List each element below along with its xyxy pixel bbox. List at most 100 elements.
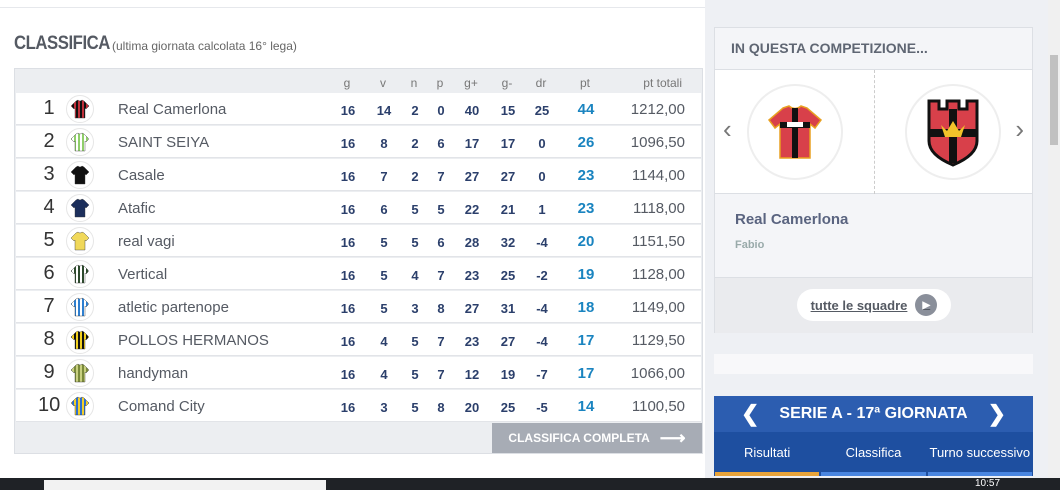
stat-gf: 17	[464, 136, 480, 151]
stat-n: 2	[411, 169, 419, 184]
team-name[interactable]: Vertical	[118, 266, 168, 283]
stat-dr: 25	[534, 103, 550, 118]
stat-p: 7	[437, 367, 445, 382]
rank: 1	[43, 97, 55, 119]
stat-p: 8	[437, 400, 445, 415]
stat-n: 3	[411, 301, 419, 316]
next-matchday-button[interactable]: ❯	[987, 401, 1007, 426]
rank: 4	[43, 196, 55, 218]
team-name[interactable]: POLLOS HERMANOS	[118, 332, 269, 349]
team-owner: Fabio	[735, 239, 765, 251]
stat-gs: 25	[500, 268, 516, 283]
jersey-icon	[66, 128, 94, 156]
stat-p: 5	[437, 202, 445, 217]
prev-matchday-button[interactable]: ❮	[740, 401, 760, 426]
column-header: v	[380, 76, 386, 90]
carousel-next-button[interactable]: ›	[1015, 114, 1024, 144]
table-row[interactable]: 1 Real Camerlona 16 14 2 0 40 15 25 44 1212,00	[16, 93, 701, 125]
stat-pt: 18	[577, 299, 595, 316]
stat-v: 5	[380, 235, 388, 250]
stat-n: 4	[411, 268, 419, 283]
stat-v: 7	[380, 169, 388, 184]
stat-pt: 23	[577, 167, 595, 184]
stat-v: 5	[380, 301, 388, 316]
stat-pt: 20	[577, 233, 595, 250]
tab-turno-successivo[interactable]: Turno successivo	[927, 432, 1032, 476]
arrow-right-icon: ⟶	[659, 427, 686, 448]
team-name[interactable]: SAINT SEIYA	[118, 134, 210, 151]
table-row[interactable]: 5 real vagi 16 5 5 6 28 32 -4 20 1151,50	[16, 225, 701, 257]
stat-g: 16	[340, 169, 356, 184]
main-content: CLASSIFICA (ultima giornata calcolata 16…	[0, 0, 705, 478]
stat-g: 16	[340, 235, 356, 250]
jersey-icon	[66, 326, 94, 354]
table-row[interactable]: 9 handyman 16 4 5 7 12 19 -7 17 1066,00	[16, 357, 701, 389]
table-row[interactable]: 8 POLLOS HERMANOS 16 4 5 7 23 27 -4 17 1129,50	[16, 324, 701, 356]
team-name[interactable]: Atafic	[118, 200, 156, 217]
selected-team-name[interactable]: Real Camerlona	[735, 211, 849, 228]
stat-n: 2	[411, 103, 419, 118]
full-standings-button[interactable]: CLASSIFICA COMPLETA ⟶	[492, 423, 702, 453]
stat-dr: 0	[538, 136, 546, 151]
all-teams-button[interactable]: tutte le squadre ▶	[797, 289, 951, 321]
taskbar: 10:57	[0, 478, 1060, 490]
total-points: 1129,50	[631, 332, 685, 349]
stat-dr: -4	[536, 235, 548, 250]
stat-dr: -7	[536, 367, 548, 382]
table-row[interactable]: 7 atletic partenope 16 5 3 8 27 31 -4 18 1149,00	[16, 291, 701, 323]
tab-classifica[interactable]: Classifica	[821, 432, 926, 476]
table-row[interactable]: 10 Comand City 16 3 5 8 20 25 -5 14 1100,50	[16, 390, 701, 422]
jersey-icon	[66, 95, 94, 123]
carousel-prev-button[interactable]: ‹	[723, 114, 732, 144]
team-name[interactable]: real vagi	[118, 233, 175, 250]
scrollbar-thumb[interactable]	[1050, 55, 1058, 145]
jersey-icon	[66, 359, 94, 387]
table-row[interactable]: 4 Atafic 16 6 5 5 22 21 1 23 1118,00	[16, 192, 701, 224]
table-row[interactable]: 6 Vertical 16 5 4 7 23 25 -2 19 1128,00	[16, 258, 701, 290]
total-points: 1096,50	[630, 134, 685, 151]
table-header: g v n p g+ g-dr pt pt totali	[15, 69, 702, 93]
rank: 6	[43, 262, 55, 284]
team-name[interactable]: handyman	[118, 365, 189, 382]
stat-gs: 17	[500, 136, 516, 151]
stat-v: 3	[380, 400, 388, 415]
taskbar-search[interactable]	[44, 480, 326, 490]
stat-gf: 22	[464, 202, 480, 217]
stat-p: 6	[437, 235, 445, 250]
tab-risultati[interactable]: Risultati	[715, 432, 820, 476]
stat-gs: 27	[500, 334, 516, 349]
stat-p: 8	[437, 301, 445, 316]
team-name[interactable]: Casale	[118, 167, 165, 184]
table-row[interactable]: 3 Casale 16 7 2 7 27 27 0 23 1144,00	[16, 159, 701, 191]
team-name[interactable]: Comand City	[118, 398, 205, 415]
matchday-widget: ❮ SERIE A - 17ª GIORNATA ❯ Risultati Cla…	[714, 396, 1033, 476]
team-name[interactable]: atletic partenope	[118, 299, 229, 316]
table-row[interactable]: 2 SAINT SEIYA 16 8 2 6 17 17 0 26 1096,50	[16, 126, 701, 158]
stat-pt: 17	[577, 365, 595, 382]
stat-dr: -5	[536, 400, 548, 415]
stat-gf: 27	[464, 301, 480, 316]
column-header: dr	[535, 76, 547, 90]
page-title: CLASSIFICA	[14, 33, 110, 54]
rank: 8	[43, 328, 55, 350]
jersey-icon	[66, 227, 94, 255]
sidebar-box	[714, 354, 1033, 374]
stat-gf: 12	[464, 367, 480, 382]
stat-dr: -2	[536, 268, 548, 283]
total-points: 1149,00	[631, 299, 685, 316]
stat-g: 16	[340, 301, 356, 316]
all-teams-label: tutte le squadre	[810, 297, 908, 313]
stat-gf: 28	[464, 235, 480, 250]
team-name[interactable]: Real Camerlona	[118, 101, 227, 118]
stat-gs: 25	[500, 400, 516, 415]
rank: 7	[43, 295, 55, 317]
stat-gs: 32	[500, 235, 516, 250]
stat-g: 16	[340, 268, 356, 283]
page-subtitle: (ultima giornata calcolata 16° lega)	[112, 39, 297, 53]
stat-gf: 20	[464, 400, 480, 415]
total-points: 1118,00	[633, 200, 685, 217]
scrollbar[interactable]	[1048, 0, 1060, 478]
stat-v: 4	[380, 367, 388, 382]
column-header: n	[410, 76, 418, 90]
team-carousel: ‹ ›	[715, 70, 1032, 194]
